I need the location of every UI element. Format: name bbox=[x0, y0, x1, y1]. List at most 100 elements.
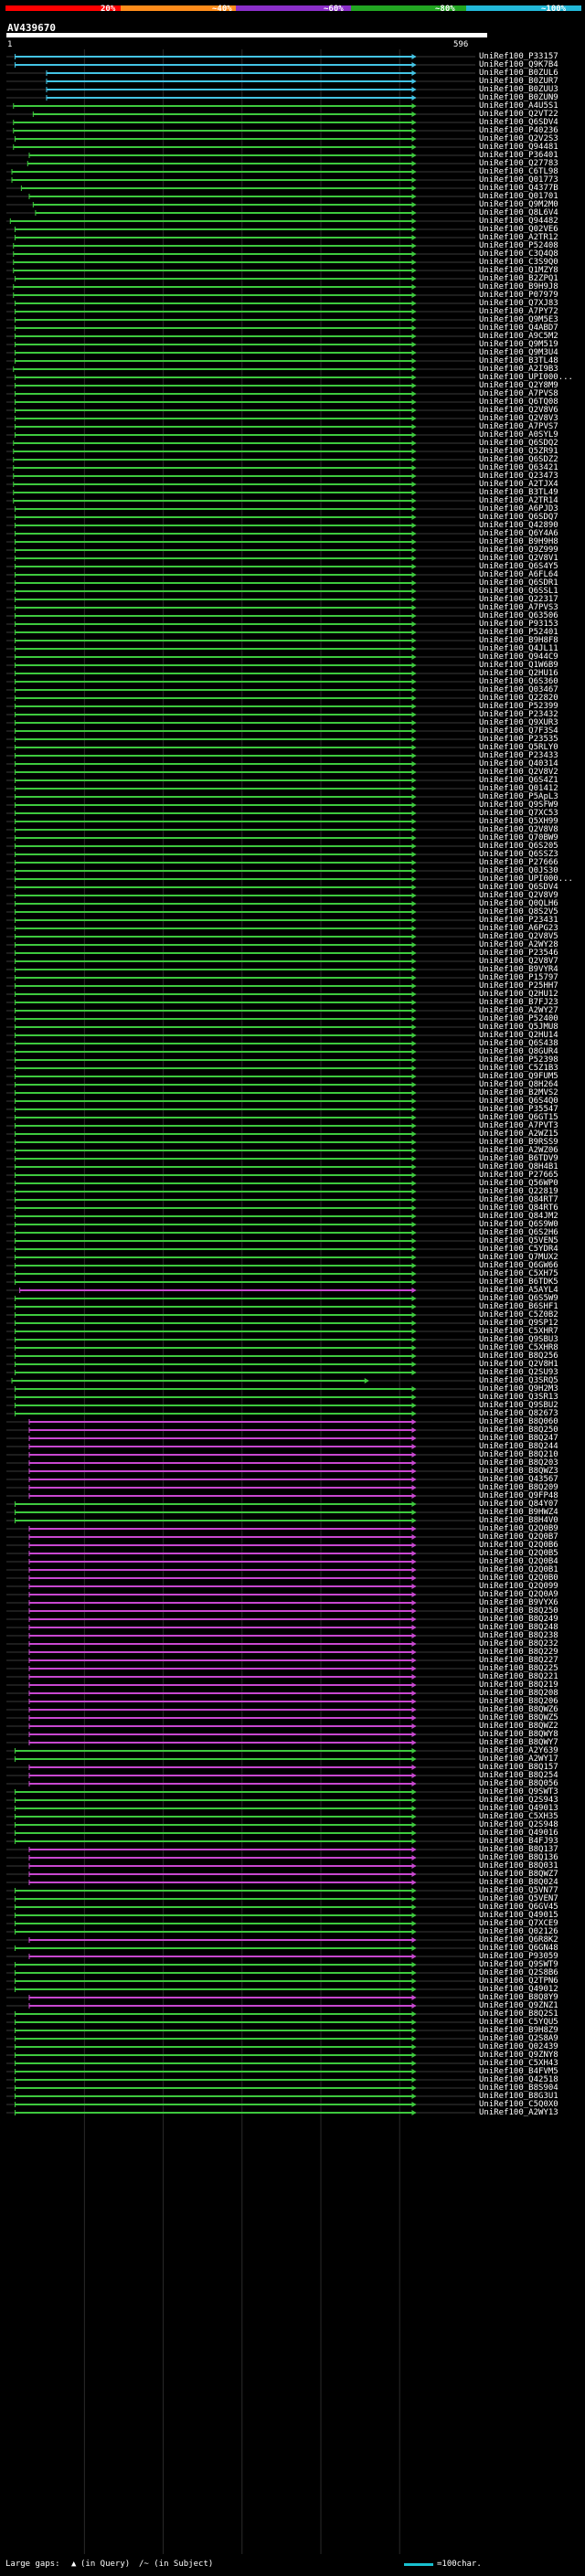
hit-label[interactable]: UniRef100_Q2VT22 bbox=[479, 110, 558, 119]
hit-bar[interactable] bbox=[6, 243, 475, 249]
hit-label[interactable]: UniRef100_B8Q209 bbox=[479, 1483, 558, 1492]
hit-bar[interactable] bbox=[6, 177, 475, 183]
hit-bar[interactable] bbox=[6, 432, 475, 438]
hit-label[interactable]: UniRef100_Q70BW9 bbox=[479, 833, 558, 843]
hit-label[interactable]: UniRef100_A7PY72 bbox=[479, 307, 558, 316]
hit-label[interactable]: UniRef100_Q6S2H6 bbox=[479, 1228, 558, 1237]
hit-bar[interactable] bbox=[6, 860, 475, 865]
hit-bar[interactable] bbox=[6, 1468, 475, 1474]
hit-bar[interactable] bbox=[6, 564, 475, 569]
hit-label[interactable]: UniRef100_Q9ZNZ1 bbox=[479, 2001, 558, 2010]
hit-label[interactable]: UniRef100_B4FJ93 bbox=[479, 1837, 558, 1846]
hit-bar[interactable] bbox=[6, 1140, 475, 1145]
hit-label[interactable]: UniRef100_Q2Q099 bbox=[479, 1582, 558, 1591]
hit-label[interactable]: UniRef100_B8Q229 bbox=[479, 1648, 558, 1657]
hit-label[interactable]: UniRef100_B9H9H8 bbox=[479, 537, 558, 546]
hit-label[interactable]: UniRef100_Q1W6B9 bbox=[479, 661, 558, 670]
hit-bar[interactable] bbox=[6, 1279, 475, 1285]
hit-label[interactable]: UniRef100_Q01773 bbox=[479, 175, 558, 185]
hit-label[interactable]: UniRef100_P27666 bbox=[479, 858, 558, 867]
hit-label[interactable]: UniRef100_Q0QLH6 bbox=[479, 899, 558, 908]
hit-bar[interactable] bbox=[6, 292, 475, 298]
hit-bar[interactable] bbox=[6, 646, 475, 652]
hit-bar[interactable] bbox=[6, 1477, 475, 1482]
hit-label[interactable]: UniRef100_Q22819 bbox=[479, 1187, 558, 1196]
hit-label[interactable]: UniRef100_B9VYX6 bbox=[479, 1598, 558, 1607]
hit-bar[interactable] bbox=[6, 1362, 475, 1367]
hit-bar[interactable] bbox=[6, 1855, 475, 1860]
hit-bar[interactable] bbox=[6, 1896, 475, 1902]
hit-bar[interactable] bbox=[6, 95, 475, 101]
hit-label[interactable]: UniRef100_Q42518 bbox=[479, 2075, 558, 2084]
hit-label[interactable]: UniRef100_A7PVS3 bbox=[479, 603, 558, 612]
hit-bar[interactable] bbox=[6, 1041, 475, 1046]
hit-label[interactable]: UniRef100_B0ZUN9 bbox=[479, 93, 558, 102]
hit-bar[interactable] bbox=[6, 1723, 475, 1729]
hit-label[interactable]: UniRef100_Q6SDQ2 bbox=[479, 439, 558, 448]
hit-label[interactable]: UniRef100_P36401 bbox=[479, 151, 558, 160]
hit-label[interactable]: UniRef100_Q6GT15 bbox=[479, 1113, 558, 1122]
hit-label[interactable]: UniRef100_Q8GUR4 bbox=[479, 1047, 558, 1056]
hit-label[interactable]: UniRef100_Q7F3S4 bbox=[479, 726, 558, 736]
hit-bar[interactable] bbox=[6, 1814, 475, 1819]
hit-bar[interactable] bbox=[6, 1255, 475, 1260]
hit-bar[interactable] bbox=[6, 1065, 475, 1071]
hit-bar[interactable] bbox=[6, 391, 475, 397]
hit-bar[interactable] bbox=[6, 473, 475, 479]
hit-label[interactable]: UniRef100_B9RSS9 bbox=[479, 1138, 558, 1147]
hit-label[interactable]: UniRef100_B8Q208 bbox=[479, 1689, 558, 1698]
hit-bar[interactable] bbox=[6, 885, 475, 890]
hit-bar[interactable] bbox=[6, 695, 475, 701]
hit-label[interactable]: UniRef100_Q6S9W0 bbox=[479, 1220, 558, 1229]
hit-label[interactable]: UniRef100_A4U5S1 bbox=[479, 101, 558, 111]
hit-bar[interactable] bbox=[6, 103, 475, 109]
hit-label[interactable]: UniRef100_Q94482 bbox=[479, 217, 558, 226]
hit-label[interactable]: UniRef100_Q5VN77 bbox=[479, 1886, 558, 1895]
hit-bar[interactable] bbox=[6, 235, 475, 240]
hit-label[interactable]: UniRef100_A7PVT3 bbox=[479, 1121, 558, 1130]
hit-label[interactable]: UniRef100_B6SHF1 bbox=[479, 1302, 558, 1311]
hit-label[interactable]: UniRef100_Q6S4Q0 bbox=[479, 1097, 558, 1106]
hit-bar[interactable] bbox=[6, 1197, 475, 1203]
hit-bar[interactable] bbox=[6, 358, 475, 364]
hit-bar[interactable] bbox=[6, 1789, 475, 1795]
hit-bar[interactable] bbox=[6, 144, 475, 150]
hit-label[interactable]: UniRef100_Q6S5W9 bbox=[479, 1294, 558, 1303]
hit-label[interactable]: UniRef100_B8S904 bbox=[479, 2083, 558, 2093]
hit-label[interactable]: UniRef100_Q01412 bbox=[479, 784, 558, 793]
hit-bar[interactable] bbox=[6, 1411, 475, 1416]
hit-label[interactable]: UniRef100_Q49013 bbox=[479, 1804, 558, 1813]
hit-bar[interactable] bbox=[6, 572, 475, 578]
hit-bar[interactable] bbox=[6, 704, 475, 709]
hit-label[interactable]: UniRef100_Q2Q0B5 bbox=[479, 1549, 558, 1558]
hit-bar[interactable] bbox=[6, 1575, 475, 1581]
hit-bar[interactable] bbox=[6, 1181, 475, 1186]
hit-label[interactable]: UniRef100_Q84Y07 bbox=[479, 1500, 558, 1509]
hit-bar[interactable] bbox=[6, 556, 475, 561]
hit-bar[interactable] bbox=[6, 1460, 475, 1466]
hit-label[interactable]: UniRef100_Q9XUR3 bbox=[479, 718, 558, 727]
hit-label[interactable]: UniRef100_Q9SBU2 bbox=[479, 1401, 558, 1410]
hit-bar[interactable] bbox=[6, 1871, 475, 1877]
hit-bar[interactable] bbox=[6, 514, 475, 520]
hit-label[interactable]: UniRef100_Q1MZY8 bbox=[479, 266, 558, 275]
hit-bar[interactable] bbox=[6, 827, 475, 832]
hit-bar[interactable] bbox=[6, 1592, 475, 1597]
hit-label[interactable]: UniRef100_Q2Q0B4 bbox=[479, 1557, 558, 1566]
hit-label[interactable]: UniRef100_B8QWZ3 bbox=[479, 1467, 558, 1476]
hit-label[interactable]: UniRef100_Q6GN48 bbox=[479, 1944, 558, 1953]
hit-label[interactable]: UniRef100_Q84RT7 bbox=[479, 1195, 558, 1204]
hit-bar[interactable] bbox=[6, 1929, 475, 1935]
hit-bar[interactable] bbox=[6, 408, 475, 413]
hit-bar[interactable] bbox=[6, 621, 475, 627]
hit-label[interactable]: UniRef100_Q49015 bbox=[479, 1911, 558, 1920]
hit-label[interactable]: UniRef100_Q6GV45 bbox=[479, 1903, 558, 1912]
hit-bar[interactable] bbox=[6, 1937, 475, 1943]
hit-bar[interactable] bbox=[6, 1806, 475, 1811]
hit-bar[interactable] bbox=[6, 671, 475, 676]
hit-label[interactable]: UniRef100_Q43567 bbox=[479, 1475, 558, 1484]
hit-label[interactable]: UniRef100_Q42890 bbox=[479, 521, 558, 530]
hit-label[interactable]: UniRef100_Q2Q0B1 bbox=[479, 1565, 558, 1574]
hit-label[interactable]: UniRef100_Q2V8V5 bbox=[479, 932, 558, 941]
hit-label[interactable]: UniRef100_Q2V8V7 bbox=[479, 957, 558, 966]
